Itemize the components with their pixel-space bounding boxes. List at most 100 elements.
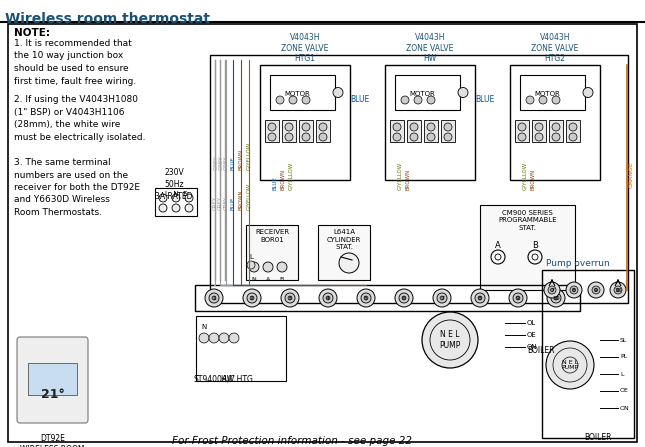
Circle shape xyxy=(427,123,435,131)
Circle shape xyxy=(518,123,526,131)
Circle shape xyxy=(219,333,229,343)
Circle shape xyxy=(302,133,310,141)
Circle shape xyxy=(263,262,273,272)
Circle shape xyxy=(414,96,422,104)
Text: B: B xyxy=(280,277,284,282)
Circle shape xyxy=(569,133,577,141)
Circle shape xyxy=(410,123,418,131)
Circle shape xyxy=(444,133,452,141)
Circle shape xyxy=(250,296,254,300)
Bar xyxy=(195,285,580,311)
Text: BLUE: BLUE xyxy=(230,197,235,210)
Circle shape xyxy=(159,194,167,202)
Text: GREY: GREY xyxy=(224,156,228,170)
Text: RECEIVER
BOR01: RECEIVER BOR01 xyxy=(255,229,289,243)
Text: GREY: GREY xyxy=(213,156,219,170)
Text: 10: 10 xyxy=(614,287,622,292)
Circle shape xyxy=(588,282,604,298)
Text: N: N xyxy=(201,324,206,330)
Text: V4043H
ZONE VALVE
HTG1: V4043H ZONE VALVE HTG1 xyxy=(281,33,329,63)
Bar xyxy=(520,75,585,110)
Circle shape xyxy=(185,204,193,212)
Text: 2. If using the V4043H1080
(1" BSP) or V4043H1106
(28mm), the white wire
must be: 2. If using the V4043H1080 (1" BSP) or V… xyxy=(14,95,146,142)
Text: MOTOR: MOTOR xyxy=(284,92,310,97)
Circle shape xyxy=(440,296,444,300)
Text: G/YELLOW: G/YELLOW xyxy=(246,142,252,170)
Circle shape xyxy=(277,262,287,272)
Circle shape xyxy=(437,293,447,303)
Circle shape xyxy=(289,96,297,104)
Text: 6: 6 xyxy=(402,295,406,300)
Circle shape xyxy=(573,288,575,291)
Text: BLUE: BLUE xyxy=(350,96,369,105)
Circle shape xyxy=(268,123,276,131)
Text: MOTOR: MOTOR xyxy=(410,92,435,97)
Text: GREY: GREY xyxy=(212,196,217,210)
Circle shape xyxy=(551,293,561,303)
Bar xyxy=(480,205,575,290)
Text: BROWN: BROWN xyxy=(239,190,244,210)
Text: A: A xyxy=(266,277,270,282)
Bar xyxy=(424,120,438,142)
Circle shape xyxy=(199,333,209,343)
Circle shape xyxy=(323,293,333,303)
Circle shape xyxy=(610,282,626,298)
Text: Pump overrun: Pump overrun xyxy=(546,259,610,268)
Text: ST9400A/C: ST9400A/C xyxy=(194,375,236,384)
Circle shape xyxy=(547,289,565,307)
Circle shape xyxy=(471,289,489,307)
Circle shape xyxy=(552,96,560,104)
Text: N E L
PUMP: N E L PUMP xyxy=(561,359,579,371)
Bar xyxy=(260,65,350,180)
Circle shape xyxy=(268,133,276,141)
Bar xyxy=(318,225,370,280)
Circle shape xyxy=(357,289,375,307)
Bar xyxy=(515,120,529,142)
Text: Wireless room thermostat: Wireless room thermostat xyxy=(5,12,210,26)
Circle shape xyxy=(518,133,526,141)
Bar xyxy=(385,65,475,180)
Bar xyxy=(549,120,563,142)
Circle shape xyxy=(401,96,409,104)
Bar xyxy=(155,188,197,216)
Circle shape xyxy=(535,123,543,131)
Circle shape xyxy=(285,133,293,141)
Bar xyxy=(542,270,634,438)
Circle shape xyxy=(399,293,409,303)
Text: OL: OL xyxy=(527,320,536,326)
Circle shape xyxy=(205,289,223,307)
Circle shape xyxy=(539,96,547,104)
Circle shape xyxy=(243,289,261,307)
Circle shape xyxy=(548,286,556,294)
Circle shape xyxy=(475,293,485,303)
Text: 230V
50Hz
3A RATED: 230V 50Hz 3A RATED xyxy=(155,168,193,201)
Text: BOILER: BOILER xyxy=(527,346,555,355)
Bar xyxy=(246,225,298,280)
Circle shape xyxy=(535,133,543,141)
Circle shape xyxy=(276,96,284,104)
Circle shape xyxy=(458,88,468,97)
Text: BROWN: BROWN xyxy=(239,149,244,170)
Circle shape xyxy=(281,289,299,307)
Bar xyxy=(395,75,460,110)
Circle shape xyxy=(395,289,413,307)
Text: GREY: GREY xyxy=(217,196,223,210)
Text: L641A
CYLINDER
STAT.: L641A CYLINDER STAT. xyxy=(327,229,361,250)
Circle shape xyxy=(288,296,292,300)
Circle shape xyxy=(319,133,327,141)
Text: G/YELLOW: G/YELLOW xyxy=(522,162,528,190)
Circle shape xyxy=(554,296,558,300)
Text: SL: SL xyxy=(620,337,628,342)
Text: 2: 2 xyxy=(250,295,254,300)
Circle shape xyxy=(592,286,600,294)
Text: V4043H
ZONE VALVE
HTG2: V4043H ZONE VALVE HTG2 xyxy=(531,33,579,63)
Text: 9: 9 xyxy=(594,287,598,292)
Text: BROWN: BROWN xyxy=(530,169,535,190)
Text: CM900 SERIES
PROGRAMMABLE
STAT.: CM900 SERIES PROGRAMMABLE STAT. xyxy=(498,210,557,231)
Circle shape xyxy=(285,123,293,131)
Circle shape xyxy=(617,288,619,291)
Bar xyxy=(28,363,77,395)
Text: 1: 1 xyxy=(212,295,216,300)
Bar xyxy=(532,120,546,142)
Text: 8: 8 xyxy=(478,295,482,300)
